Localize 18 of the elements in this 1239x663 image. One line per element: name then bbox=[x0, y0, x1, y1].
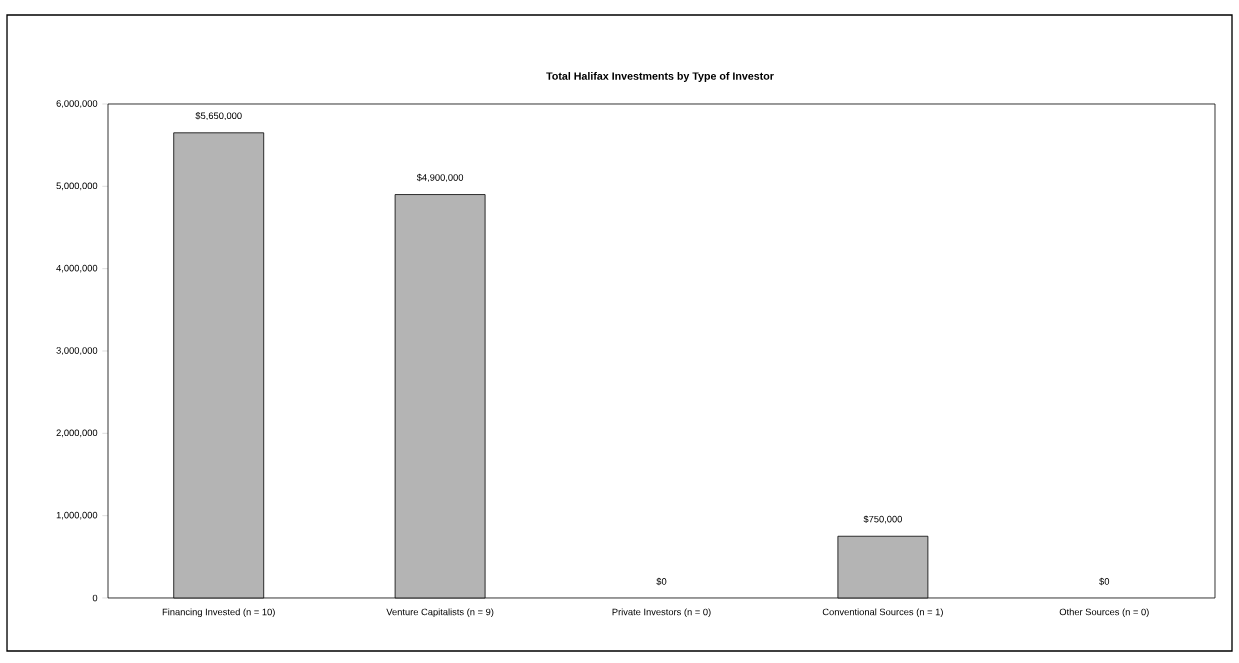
chart-title: Total Halifax Investments by Type of Investor bbox=[546, 72, 774, 82]
y-tick-label: 5,000,000 bbox=[56, 182, 98, 191]
data-label: $750,000 bbox=[863, 515, 902, 524]
x-tick-label: Other Sources (n = 0) bbox=[1059, 608, 1149, 618]
y-tick-label: 4,000,000 bbox=[56, 264, 98, 273]
data-label: $0 bbox=[656, 577, 667, 586]
data-label: $5,650,000 bbox=[195, 112, 242, 121]
data-label: $0 bbox=[1099, 577, 1110, 586]
y-tick-label: 2,000,000 bbox=[56, 429, 98, 438]
x-tick-label: Venture Capitalists (n = 9) bbox=[386, 608, 494, 618]
x-tick-label: Private Investors (n = 0) bbox=[612, 608, 711, 618]
data-label: $4,900,000 bbox=[416, 173, 464, 182]
x-tick-label: Conventional Sources (n = 1) bbox=[822, 608, 943, 618]
x-tick-label: Financing Invested (n = 10) bbox=[162, 608, 275, 618]
y-tick-label: 6,000,000 bbox=[56, 100, 98, 108]
y-tick-label: 0 bbox=[92, 594, 98, 602]
y-tick-label: 3,000,000 bbox=[56, 347, 98, 355]
y-tick-label: 1,000,000 bbox=[56, 511, 98, 520]
